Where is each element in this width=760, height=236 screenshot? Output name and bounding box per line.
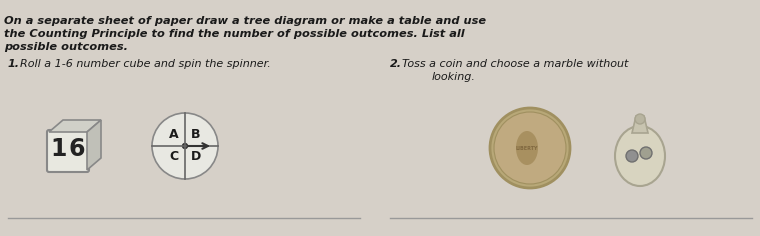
Text: 1.: 1. [8,59,20,69]
Text: the Counting Principle to find the number of possible outcomes. List all: the Counting Principle to find the numbe… [4,29,464,39]
Circle shape [626,150,638,162]
Text: C: C [169,151,179,164]
Text: looking.: looking. [432,72,476,82]
Text: Roll a 1-6 number cube and spin the spinner.: Roll a 1-6 number cube and spin the spin… [20,59,271,69]
Text: B: B [192,128,201,142]
Text: 2.: 2. [390,59,402,69]
Text: D: D [191,151,201,164]
Text: possible outcomes.: possible outcomes. [4,42,128,52]
FancyBboxPatch shape [47,130,89,172]
Circle shape [490,108,570,188]
Text: 1: 1 [51,137,67,161]
Ellipse shape [615,126,665,186]
Text: A: A [169,128,179,142]
Circle shape [182,143,188,148]
Circle shape [635,114,645,124]
Polygon shape [49,120,101,132]
Text: On a separate sheet of paper draw a tree diagram or make a table and use: On a separate sheet of paper draw a tree… [4,16,486,26]
Circle shape [152,113,218,179]
Text: Toss a coin and choose a marble without: Toss a coin and choose a marble without [402,59,629,69]
Polygon shape [87,120,101,170]
Text: 6: 6 [69,137,85,161]
Polygon shape [632,116,648,133]
Ellipse shape [516,131,538,165]
Text: LIBERTY: LIBERTY [516,146,538,151]
Circle shape [640,147,652,159]
Circle shape [494,112,566,184]
